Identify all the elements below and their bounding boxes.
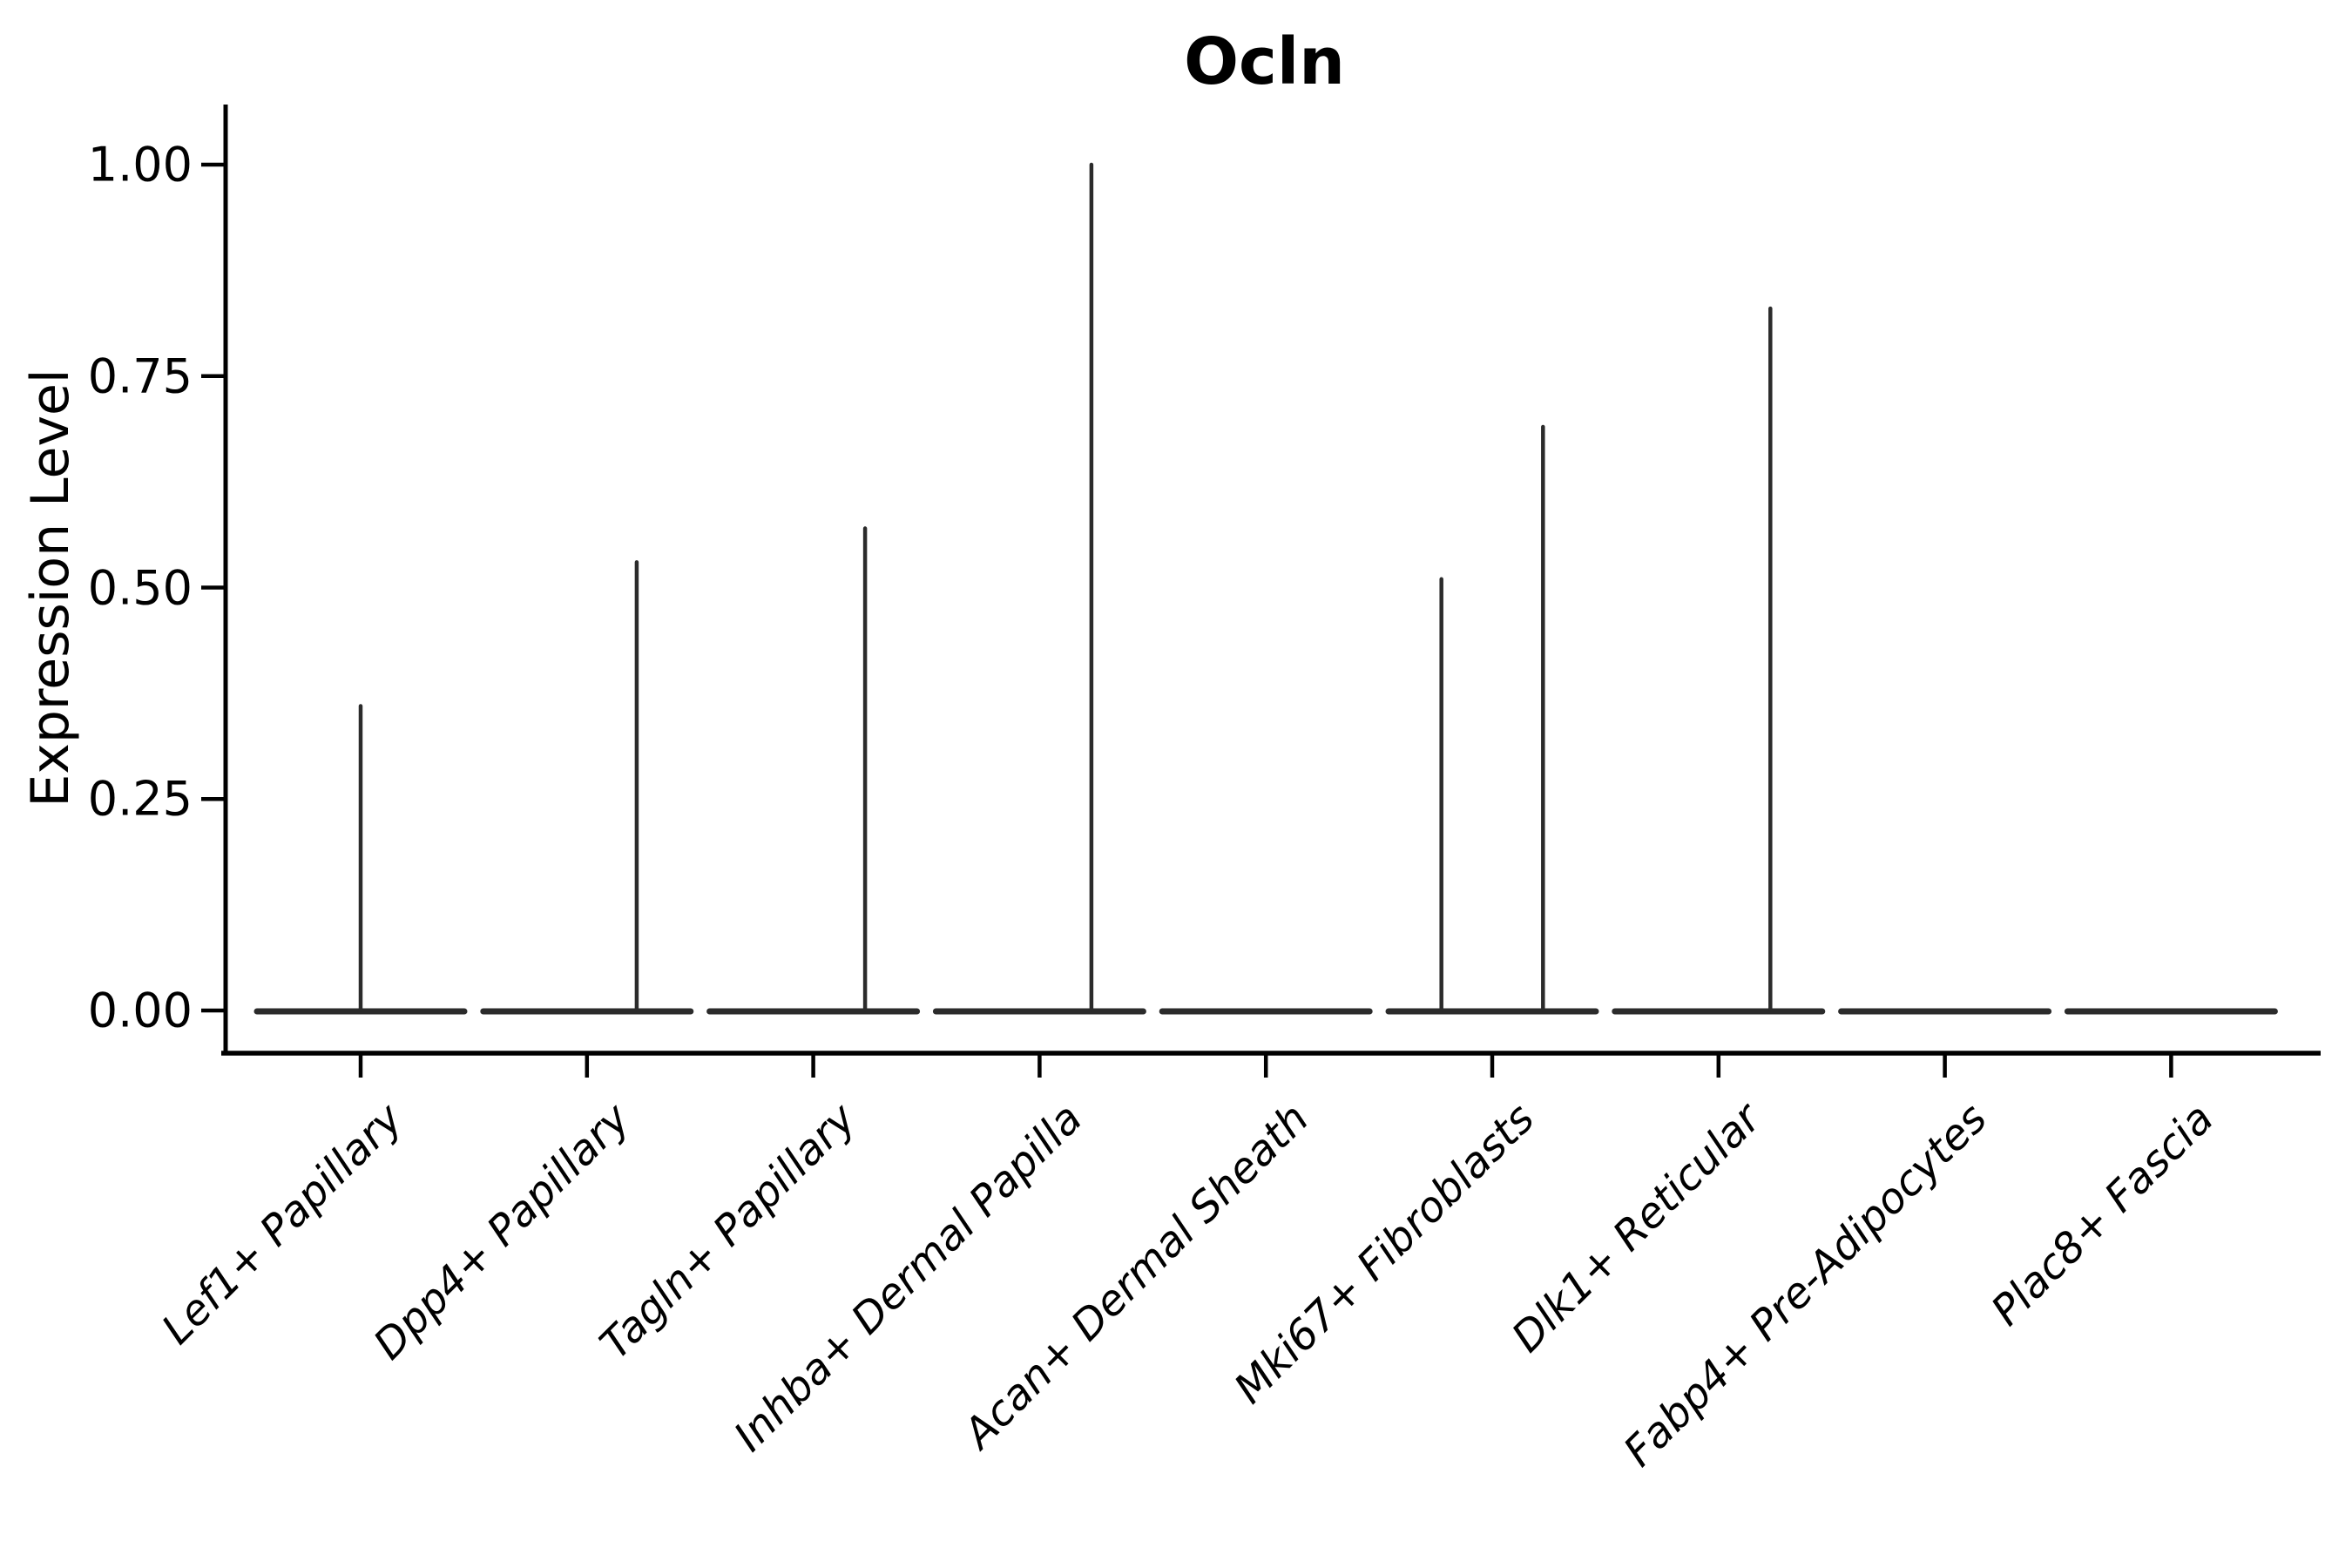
y-tick-label: 0.25 — [87, 771, 193, 827]
plot-title: Ocln — [1184, 24, 1345, 99]
y-tick-label: 0.00 — [87, 983, 193, 1038]
y-axis-label: Expression Level — [20, 368, 81, 808]
y-tick-label: 0.75 — [87, 348, 193, 404]
y-tick-label: 0.50 — [87, 560, 193, 615]
y-tick-label: 1.00 — [87, 137, 193, 193]
